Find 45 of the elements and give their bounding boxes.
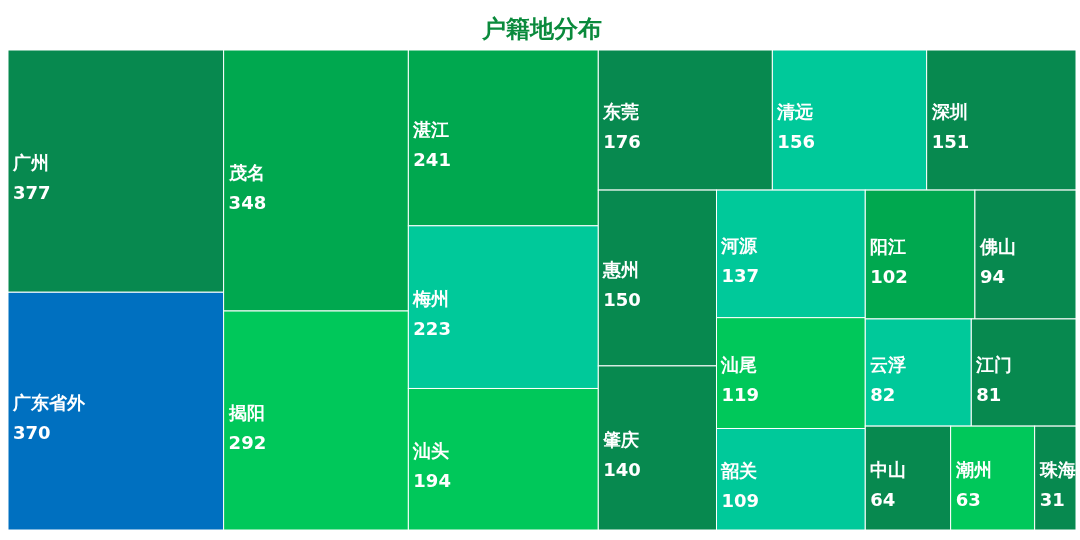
category-label: 汕头: [412, 440, 450, 462]
data-label: 64: [870, 489, 896, 511]
data-label: 150: [603, 288, 641, 310]
data-label: 82: [870, 383, 896, 405]
data-label: 176: [603, 131, 641, 153]
data-label: 292: [228, 431, 267, 453]
category-label: 茂名: [227, 161, 265, 183]
category-label: 梅州: [412, 288, 450, 310]
data-label: 94: [979, 265, 1005, 287]
data-label: 370: [13, 422, 51, 444]
data-label: 223: [413, 318, 451, 340]
category-label: 河源: [720, 234, 759, 256]
category-label: 珠海: [1038, 459, 1076, 481]
category-label: 肇庆: [602, 428, 640, 450]
category-label: 揭阳: [227, 401, 265, 423]
category-label: 佛山: [978, 235, 1016, 257]
data-label: 140: [603, 458, 641, 480]
data-label: 241: [413, 148, 451, 170]
category-label: 惠州: [602, 258, 640, 280]
category-label: 深圳: [930, 101, 968, 123]
data-label: 194: [413, 470, 451, 492]
data-label: 31: [1039, 489, 1065, 511]
category-label: 广州: [12, 152, 49, 174]
category-label: 清远: [776, 101, 814, 123]
category-label: 潮州: [954, 459, 992, 481]
data-label: 102: [870, 265, 908, 287]
data-label: 137: [721, 264, 760, 286]
data-label: 63: [955, 489, 981, 511]
category-label: 江门: [975, 353, 1013, 375]
text: 户籍地分布: [481, 14, 603, 45]
category-label: 东莞: [602, 101, 640, 123]
data-label: 377: [13, 182, 51, 204]
data-label: 348: [228, 191, 267, 213]
data-label: 151: [931, 131, 970, 153]
category-label: 云浮: [870, 353, 907, 375]
category-label: 阳江: [870, 235, 907, 257]
category-label: 汕尾: [720, 354, 758, 376]
data-label: 109: [721, 490, 760, 512]
data-label: 81: [976, 383, 1002, 405]
category-label: 中山: [870, 459, 907, 481]
category-label: 韶关: [720, 460, 758, 482]
category-label: 湛江: [412, 118, 450, 140]
category-label: 广东省外: [12, 392, 86, 414]
data-label: 156: [777, 131, 815, 153]
data-label: 119: [721, 384, 760, 406]
